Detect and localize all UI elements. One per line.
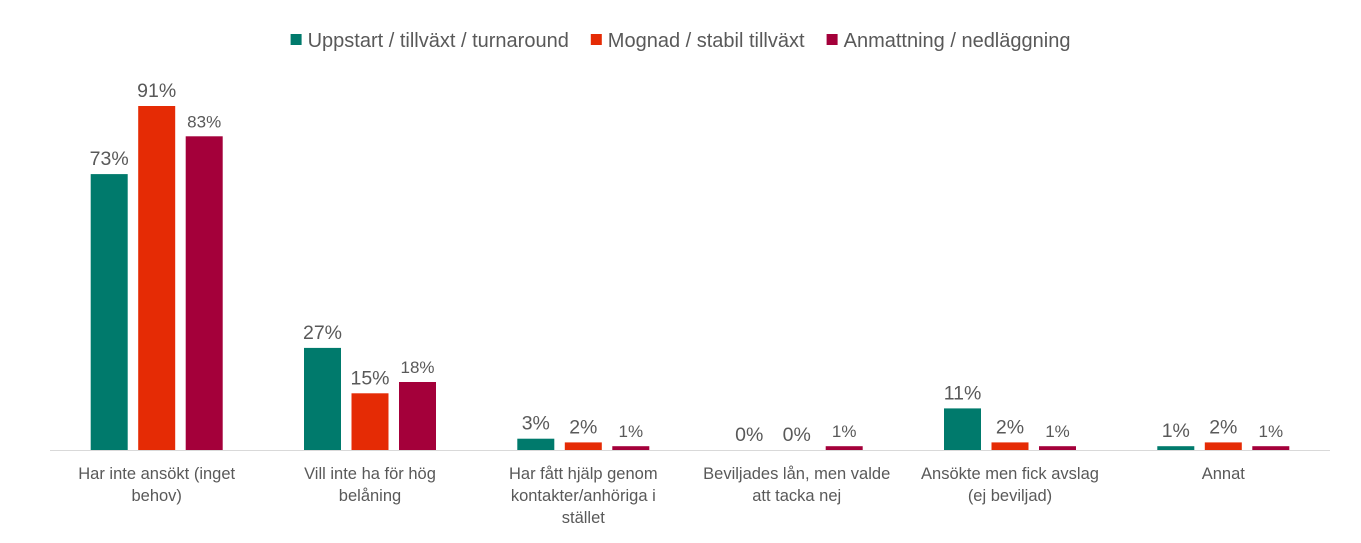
bar-1-5 bbox=[944, 408, 981, 450]
bar-1-3 bbox=[517, 438, 555, 450]
bar-1-6 bbox=[1157, 446, 1195, 450]
value-label: 1% bbox=[1259, 422, 1284, 441]
value-label: 11% bbox=[944, 382, 982, 404]
bar-2-5 bbox=[991, 442, 1029, 450]
bars bbox=[90, 106, 1290, 451]
value-label: 2% bbox=[569, 416, 597, 438]
value-label: 1% bbox=[1045, 422, 1070, 441]
bar-1-1 bbox=[90, 174, 128, 450]
legend-label: Anmattning / nedläggning bbox=[844, 30, 1071, 52]
bar-2-3 bbox=[564, 442, 602, 450]
legend-item-2: Mognad / stabil tillväxt bbox=[590, 30, 805, 52]
bar-2-6 bbox=[1204, 442, 1242, 450]
bar-2-2 bbox=[351, 393, 389, 450]
legend-label: Mognad / stabil tillväxt bbox=[608, 30, 805, 52]
value-label: 91% bbox=[137, 80, 176, 102]
bar-1-2 bbox=[304, 347, 341, 450]
legend-swatch bbox=[590, 34, 602, 45]
value-label: 2% bbox=[1209, 416, 1237, 438]
category-label: Annat bbox=[1202, 465, 1246, 483]
category-labels: Har inte ansökt (inget behov) Vill inte ha… bbox=[78, 465, 1245, 527]
category-label: Vill inte ha för hög belåning bbox=[304, 465, 436, 505]
value-labels: 73% 91% 83% 27% 15% 18% 3% 2% 1% 0% 0% 1% 11% 2% 1% 1% 2… bbox=[90, 80, 1283, 446]
value-label: 27% bbox=[303, 322, 342, 344]
value-label: 1% bbox=[1162, 420, 1190, 442]
value-label: 1% bbox=[832, 422, 857, 441]
legend: Uppstart / tillväxt / turnaround Mognad /… bbox=[290, 30, 1071, 52]
bar-3-6 bbox=[1252, 446, 1290, 450]
value-label: 3% bbox=[522, 413, 550, 435]
category-label: Har fått hjälp genom kontakter/anhöriga i… bbox=[509, 465, 658, 527]
category-label: Beviljades lån, men valde att tacka nej bbox=[703, 465, 890, 505]
value-label: 15% bbox=[350, 367, 389, 389]
value-label: 18% bbox=[400, 358, 434, 377]
legend-label: Uppstart / tillväxt / turnaround bbox=[308, 30, 569, 52]
bar-2-1 bbox=[138, 106, 176, 450]
value-label: 83% bbox=[187, 112, 221, 131]
bar-3-2 bbox=[399, 382, 436, 450]
bar-3-1 bbox=[185, 136, 223, 451]
category-label: Har inte ansökt (inget behov) bbox=[78, 465, 235, 505]
legend-item-3: Anmattning / nedläggning bbox=[826, 30, 1071, 52]
value-label: 73% bbox=[90, 148, 129, 170]
legend-swatch bbox=[290, 34, 302, 45]
legend-swatch bbox=[826, 34, 838, 45]
value-label: 2% bbox=[996, 416, 1024, 438]
value-label: 0% bbox=[783, 424, 811, 446]
bar-3-3 bbox=[612, 446, 650, 450]
value-label: 0% bbox=[735, 424, 763, 446]
bar-3-4 bbox=[825, 446, 863, 450]
category-label: Ansökte men fick avslag (ej beviljad) bbox=[921, 465, 1099, 505]
value-label: 1% bbox=[619, 422, 644, 441]
bar-3-5 bbox=[1039, 446, 1076, 450]
legend-item-1: Uppstart / tillväxt / turnaround bbox=[290, 30, 569, 52]
